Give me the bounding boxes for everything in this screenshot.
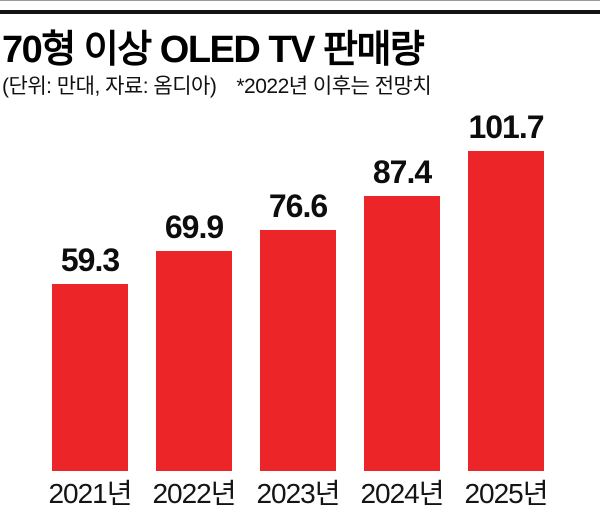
- bar-value-label: 101.7: [468, 109, 544, 145]
- bar-chart: 59.3 2021년 69.9 2022년 76.6 2023년 87.4 2024년 101.…: [48, 109, 548, 530]
- bar-category-label: 2023년: [256, 478, 340, 509]
- title-rule: [0, 10, 600, 14]
- bar-value-label: 76.6: [268, 188, 328, 224]
- bar: [156, 251, 232, 471]
- bar-category-label: 2024년: [360, 478, 444, 509]
- bar-value-label: 59.3: [60, 242, 120, 278]
- bar-value-label: 69.9: [164, 209, 224, 245]
- bar: [52, 284, 128, 471]
- bar-group-2025년: 101.7 2025년: [464, 109, 548, 530]
- bar-group-2022년: 69.9 2022년: [152, 209, 236, 530]
- bar-value-label: 87.4: [372, 154, 432, 190]
- bar: [468, 151, 544, 471]
- unit-source-label: (단위: 만대, 자료: 옴디아): [2, 75, 217, 98]
- chart-title: 70형 이상 OLED TV 판매량: [2, 29, 425, 71]
- subtitle-row: (단위: 만대, 자료: 옴디아) *2022년 이후는 전망치: [2, 70, 432, 100]
- forecast-footnote: *2022년 이후는 전망치: [236, 75, 432, 98]
- bar-category-label: 2021년: [48, 478, 132, 509]
- bar-category-label: 2022년: [152, 478, 236, 509]
- bar-category-label: 2025년: [464, 478, 548, 509]
- top-hairline: [0, 0, 600, 1]
- bar-group-2023년: 76.6 2023년: [256, 188, 340, 530]
- bar-group-2024년: 87.4 2024년: [360, 154, 444, 530]
- bar-group-2021년: 59.3 2021년: [48, 242, 132, 530]
- bar: [260, 230, 336, 471]
- bar: [364, 196, 440, 471]
